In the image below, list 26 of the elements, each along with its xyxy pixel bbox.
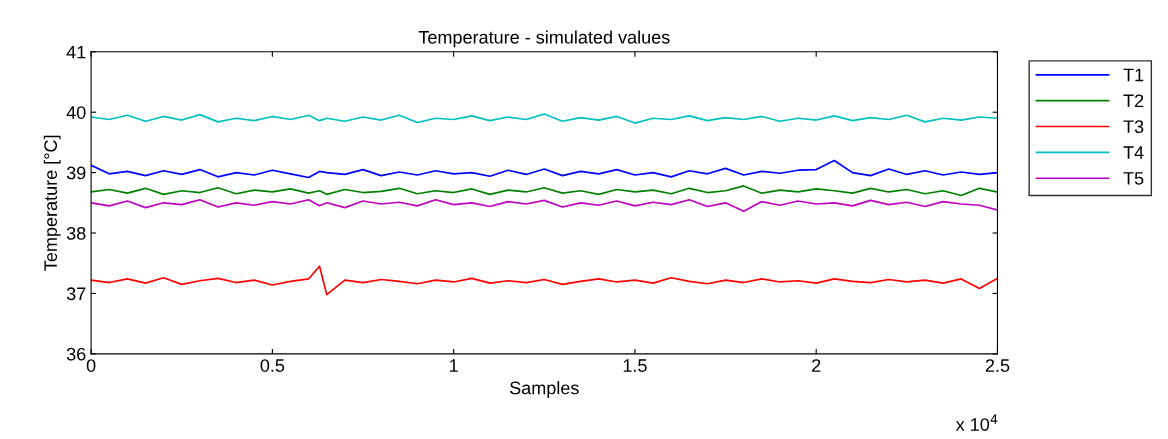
y-tick-label: 36 bbox=[66, 347, 86, 361]
legend-label: T5 bbox=[1123, 172, 1144, 185]
legend-label: T3 bbox=[1123, 120, 1144, 134]
line-series bbox=[91, 185, 998, 197]
y-tick-label: 40 bbox=[66, 106, 86, 119]
x-tick-label: 0 bbox=[86, 359, 96, 372]
line-series bbox=[91, 265, 998, 296]
x-tick-label: 0.5 bbox=[260, 359, 285, 372]
y-axis-title: Temperature [°C] bbox=[43, 135, 61, 271]
legend-label: T4 bbox=[1123, 146, 1144, 159]
legend-label: T2 bbox=[1123, 94, 1144, 107]
y-tick-label: 39 bbox=[66, 166, 86, 180]
line-series bbox=[91, 113, 998, 124]
line-series bbox=[91, 159, 998, 179]
x-tick-label: 1 bbox=[450, 359, 458, 372]
line-series bbox=[91, 198, 998, 213]
y-tick-label: 37 bbox=[66, 287, 86, 301]
x-tick-label: 2 bbox=[812, 359, 821, 372]
y-tick-label: 38 bbox=[66, 226, 86, 240]
x-axis-title: Samples bbox=[509, 381, 579, 398]
y-tick-label: 41 bbox=[66, 45, 86, 59]
x-tick-label: 2.5 bbox=[985, 359, 1010, 372]
legend-label: T1 bbox=[1123, 68, 1144, 82]
text: x 10$^{4}$ bbox=[955, 414, 998, 431]
chart-title: Temperature - simulated values bbox=[418, 30, 670, 48]
x-tick-label: 1.5 bbox=[623, 359, 647, 372]
